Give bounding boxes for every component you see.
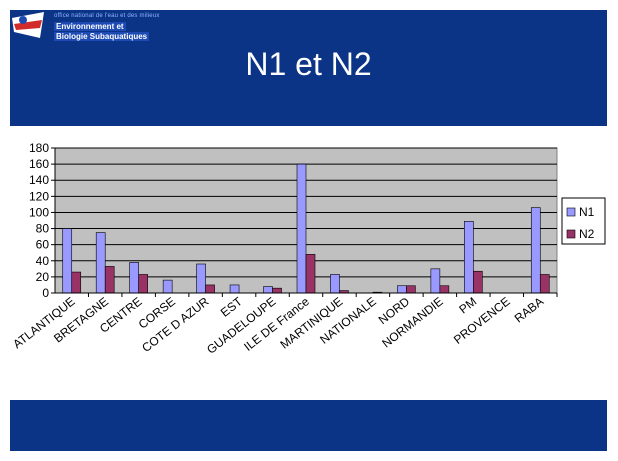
y-tick-label: 100 <box>29 205 49 219</box>
bar-n2 <box>439 285 450 294</box>
bar-n1 <box>162 279 173 294</box>
bar-n1 <box>464 221 474 294</box>
y-tick-label: 140 <box>29 173 49 187</box>
slide-title: N1 et N2 <box>245 46 372 82</box>
y-tick-label: 180 <box>29 141 49 155</box>
bar-n2 <box>71 271 82 294</box>
bar-n2 <box>305 254 316 294</box>
y-tick-label: 60 <box>36 238 50 252</box>
logo-text-line1: office national de l'eau et des milieux <box>54 13 160 19</box>
legend-swatch-n1 <box>566 207 576 217</box>
bar-n2 <box>272 287 282 294</box>
y-tick-label: 0 <box>42 286 49 300</box>
bar-n2 <box>138 274 148 294</box>
chart-panel: 0 20 40 60 80 100 120 140 160 180 ATLANTIQUE BRETA… <box>10 126 607 400</box>
bar-n1 <box>129 262 139 294</box>
y-axis-ticks: 0 20 40 60 80 100 120 140 160 180 <box>29 141 56 300</box>
bar-n2 <box>104 266 115 294</box>
bar-n1 <box>263 286 273 294</box>
onema-logo: office national de l'eau et des milieux … <box>10 10 159 50</box>
y-tick-label: 120 <box>29 189 49 203</box>
bar-n1 <box>229 284 240 294</box>
logo-flag-icon <box>12 12 44 38</box>
bar-n1 <box>330 274 340 294</box>
logo-text-line3: Biologie Subaquatiques <box>54 32 150 41</box>
x-tick-label: RABA <box>512 294 546 325</box>
logo-text-line2: Environnement et <box>54 22 126 31</box>
bar-chart: 0 20 40 60 80 100 120 140 160 180 ATLANTIQUEBRETA… <box>10 141 606 357</box>
chart-legend: N1 N2 <box>561 197 606 245</box>
legend-label-n2: N2 <box>579 227 595 241</box>
y-tick-label: 160 <box>29 157 49 171</box>
y-tick-label: 80 <box>36 222 50 236</box>
bar-n1 <box>397 285 407 294</box>
bar-n2 <box>539 274 550 294</box>
x-tick-label: PM <box>456 294 479 316</box>
bar-n1 <box>430 268 441 294</box>
bar-n1 <box>530 207 541 294</box>
legend-label-n1: N1 <box>579 205 595 219</box>
y-tick-label: 40 <box>36 254 50 268</box>
legend-swatch-n2 <box>566 229 576 239</box>
bar-n1 <box>62 228 73 294</box>
bar-n2 <box>205 284 215 294</box>
bar-n1 <box>196 263 206 294</box>
bar-n1 <box>296 163 307 294</box>
bar-n1 <box>95 232 106 294</box>
bar-n2 <box>473 270 483 294</box>
bar-n2 <box>406 285 416 294</box>
y-tick-label: 20 <box>36 270 50 284</box>
